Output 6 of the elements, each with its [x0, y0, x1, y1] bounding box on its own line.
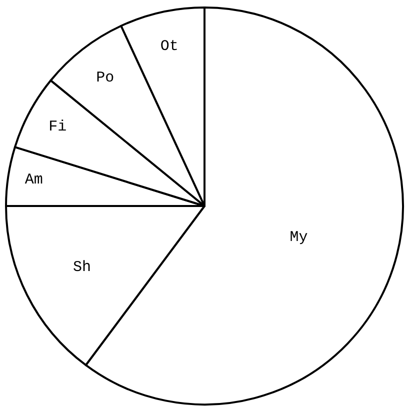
slice-label: Fi: [48, 118, 67, 136]
slice-label: Ot: [160, 38, 178, 55]
slice-label: Sh: [72, 258, 92, 276]
slice-label: Am: [24, 172, 43, 189]
slice-label: My: [290, 228, 308, 246]
slice-label: Po: [96, 69, 114, 86]
